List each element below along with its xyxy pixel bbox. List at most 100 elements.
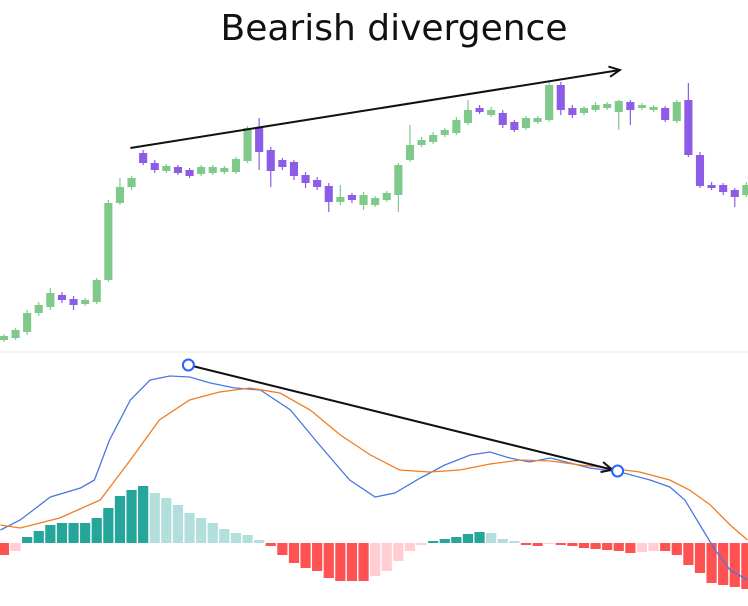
histogram-bar: [103, 508, 114, 543]
histogram-bar: [428, 541, 439, 543]
candle-body: [429, 135, 438, 142]
candle-body: [661, 108, 670, 120]
histogram-bar: [184, 513, 195, 543]
candle-body: [220, 168, 229, 172]
candle-body: [463, 110, 473, 123]
candle-body: [115, 187, 125, 203]
histogram-bar: [636, 543, 648, 552]
candle-body: [742, 185, 748, 195]
histogram-bar: [358, 543, 369, 581]
candle-body: [603, 104, 612, 108]
candle-body: [487, 110, 496, 115]
histogram-bar: [80, 523, 91, 543]
divergence-line: [188, 364, 618, 472]
candle-body: [231, 159, 241, 172]
histogram-bar: [544, 543, 555, 544]
candle-body: [545, 85, 554, 120]
histogram-bar: [578, 543, 590, 548]
candle-body: [46, 293, 55, 307]
histogram-bar: [729, 543, 740, 587]
histogram-bar: [242, 535, 253, 543]
histogram-bar: [694, 543, 706, 573]
candle-body: [69, 299, 78, 305]
histogram-bar: [230, 533, 242, 543]
histogram-bar: [265, 543, 276, 546]
histogram-bar: [474, 532, 485, 543]
histogram-bar: [718, 543, 729, 585]
histogram-bar: [555, 543, 566, 545]
histogram-bar: [207, 523, 218, 543]
candle-body: [719, 185, 728, 192]
candle-body: [185, 170, 194, 176]
histogram-bar: [486, 533, 497, 543]
candle-body: [475, 108, 484, 112]
candle-body: [173, 167, 183, 173]
divergence-arrowhead: [608, 65, 623, 78]
candle-body: [243, 128, 252, 161]
candle-body: [162, 166, 171, 171]
candle-body: [614, 101, 623, 112]
candle-body: [568, 108, 577, 115]
candle-body: [672, 102, 681, 121]
histogram-bar: [439, 539, 450, 543]
histogram-bar: [451, 537, 462, 543]
indicator-line: [0, 375, 748, 581]
candle-body: [521, 118, 531, 128]
candle-body: [23, 313, 32, 332]
candle-body: [684, 100, 693, 155]
candle-body: [347, 195, 357, 200]
candle-body: [440, 130, 449, 135]
histogram-bar: [381, 543, 392, 571]
divergence-point: [181, 358, 195, 372]
candle-body: [324, 186, 333, 202]
candle-body: [556, 85, 565, 110]
candle-body: [266, 150, 275, 171]
histogram-bar: [520, 543, 532, 545]
candle-body: [579, 108, 589, 113]
histogram-bar: [196, 518, 207, 543]
candle-body: [533, 118, 542, 122]
histogram-bar: [741, 543, 748, 589]
histogram-bar: [138, 486, 149, 543]
candle-body: [417, 140, 426, 145]
candle-body: [150, 163, 159, 170]
candle-body: [301, 175, 310, 183]
histogram-bar: [462, 534, 474, 543]
histogram-bar: [683, 543, 694, 565]
histogram-bar: [590, 543, 601, 549]
histogram-bar: [346, 543, 358, 581]
candle-body: [11, 330, 20, 338]
candle-body: [208, 167, 217, 173]
histogram-bar: [370, 543, 381, 576]
histogram-bar: [567, 543, 578, 546]
annotation-text: Bearish divergence: [221, 8, 568, 49]
histogram-bar: [172, 505, 184, 543]
candle-body: [81, 300, 90, 304]
candle-body: [382, 193, 391, 200]
candle-body: [57, 295, 67, 300]
histogram-bar: [312, 543, 323, 571]
candle-body: [127, 178, 136, 187]
divergence-line: [130, 69, 621, 149]
histogram-bar: [33, 531, 44, 543]
histogram-bar: [126, 490, 137, 543]
candle-body: [707, 185, 716, 188]
histogram-bar: [0, 543, 10, 555]
histogram-bar: [56, 523, 68, 543]
histogram-bar: [706, 543, 717, 583]
candle-body: [92, 280, 101, 302]
histogram-bar: [532, 543, 543, 546]
candle-body: [637, 105, 647, 108]
candle-body: [34, 305, 43, 313]
histogram-bar: [393, 543, 404, 561]
histogram-bar: [288, 543, 300, 563]
candle-body: [197, 167, 206, 174]
candle-body: [289, 162, 299, 176]
histogram-bar: [497, 539, 508, 543]
histogram-bar: [404, 543, 416, 551]
histogram-bar: [509, 541, 520, 543]
candle-body: [313, 180, 322, 187]
histogram-bar: [660, 543, 671, 551]
histogram-bar: [91, 518, 102, 543]
